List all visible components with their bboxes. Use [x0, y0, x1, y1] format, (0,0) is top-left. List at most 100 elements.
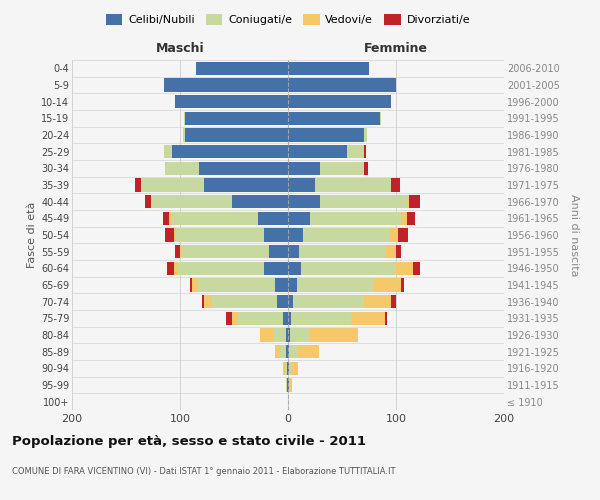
Bar [183, 128, 185, 141]
Bar [286, 328, 288, 342]
Bar [407, 195, 409, 208]
Bar [288, 162, 320, 175]
Bar [273, 328, 286, 342]
Bar [288, 228, 303, 241]
Bar [165, 162, 199, 175]
Bar [269, 245, 288, 258]
Bar [364, 145, 366, 158]
Bar [264, 262, 288, 275]
Bar [283, 312, 288, 325]
Bar [202, 295, 204, 308]
Bar [385, 245, 396, 258]
Bar [320, 162, 364, 175]
Bar [288, 362, 289, 375]
Bar [364, 295, 391, 308]
Bar [258, 212, 288, 225]
Bar [413, 262, 420, 275]
Bar [173, 228, 176, 241]
Bar [315, 178, 391, 192]
Bar [385, 312, 388, 325]
Bar [299, 245, 385, 258]
Bar [288, 78, 396, 92]
Bar [396, 262, 413, 275]
Bar [364, 128, 367, 141]
Bar [374, 278, 401, 291]
Bar [260, 328, 273, 342]
Bar [301, 262, 396, 275]
Bar [164, 78, 288, 92]
Bar [184, 112, 185, 125]
Bar [391, 295, 396, 308]
Bar [296, 278, 374, 291]
Bar [289, 345, 298, 358]
Bar [163, 212, 169, 225]
Bar [291, 312, 350, 325]
Bar [288, 112, 380, 125]
Bar [264, 228, 288, 241]
Bar [350, 312, 385, 325]
Bar [237, 312, 283, 325]
Bar [280, 345, 286, 358]
Bar [176, 228, 264, 241]
Bar [298, 345, 319, 358]
Bar [192, 278, 197, 291]
Text: Popolazione per età, sesso e stato civile - 2011: Popolazione per età, sesso e stato civil… [12, 435, 366, 448]
Bar [288, 195, 320, 208]
Bar [204, 178, 288, 192]
Bar [288, 328, 290, 342]
Bar [197, 278, 275, 291]
Bar [289, 378, 290, 392]
Y-axis label: Anni di nascita: Anni di nascita [569, 194, 579, 276]
Bar [164, 145, 172, 158]
Bar [286, 345, 288, 358]
Bar [401, 278, 404, 291]
Bar [364, 162, 368, 175]
Bar [204, 295, 212, 308]
Bar [389, 228, 398, 241]
Bar [178, 262, 264, 275]
Legend: Celibi/Nubili, Coniugati/e, Vedovi/e, Divorziati/e: Celibi/Nubili, Coniugati/e, Vedovi/e, Di… [101, 10, 475, 30]
Text: Maschi: Maschi [155, 42, 205, 55]
Bar [310, 212, 401, 225]
Bar [290, 378, 292, 392]
Y-axis label: Fasce di età: Fasce di età [26, 202, 37, 268]
Bar [289, 362, 292, 375]
Bar [288, 278, 296, 291]
Bar [232, 312, 237, 325]
Bar [190, 278, 192, 291]
Bar [391, 178, 400, 192]
Bar [185, 128, 288, 141]
Bar [288, 312, 291, 325]
Bar [288, 295, 293, 308]
Bar [347, 145, 364, 158]
Bar [287, 362, 288, 375]
Bar [283, 362, 285, 375]
Bar [226, 312, 232, 325]
Bar [173, 262, 178, 275]
Bar [275, 345, 280, 358]
Bar [380, 112, 381, 125]
Bar [288, 128, 364, 141]
Bar [275, 278, 288, 291]
Bar [175, 95, 288, 108]
Bar [167, 262, 173, 275]
Bar [320, 195, 407, 208]
Bar [196, 62, 288, 75]
Bar [288, 245, 299, 258]
Bar [398, 228, 408, 241]
Bar [175, 245, 180, 258]
Bar [151, 195, 232, 208]
Bar [303, 228, 389, 241]
Bar [165, 228, 173, 241]
Bar [288, 378, 289, 392]
Bar [141, 178, 204, 192]
Bar [293, 295, 364, 308]
Bar [145, 195, 151, 208]
Bar [288, 212, 310, 225]
Bar [285, 362, 287, 375]
Bar [288, 262, 301, 275]
Text: Femmine: Femmine [364, 42, 428, 55]
Bar [292, 362, 298, 375]
Bar [172, 212, 258, 225]
Bar [286, 378, 287, 392]
